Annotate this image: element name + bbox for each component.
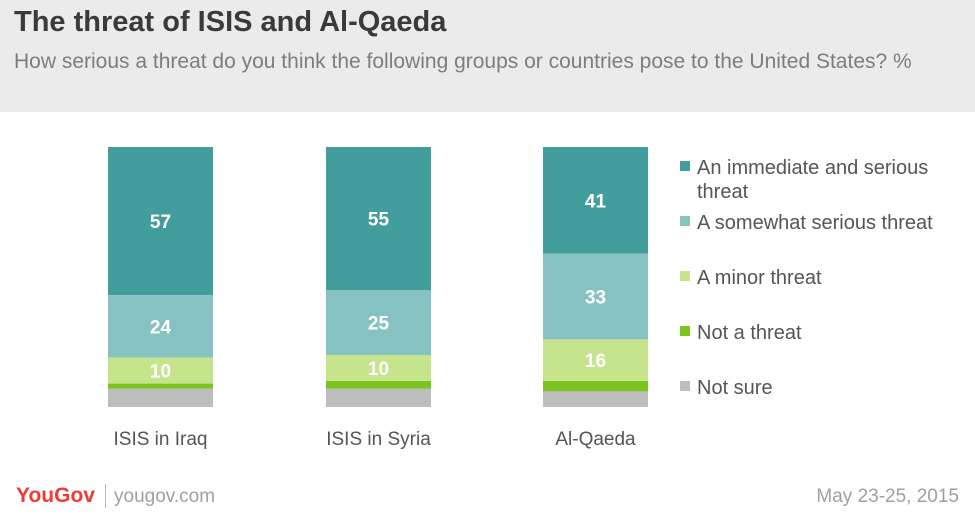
legend-label-a-minor-threat: A minor threat xyxy=(697,267,822,289)
bar-segment-al-qaeda-an-immediate-and-serious-threat xyxy=(543,147,648,254)
bar-segment-isis-in-syria-not-a-threat xyxy=(326,381,431,389)
chart-subtitle: How serious a threat do you think the fo… xyxy=(14,50,912,73)
legend-label-a-somewhat-serious-threat: A somewhat serious threat xyxy=(697,212,933,234)
chart-title: The threat of ISIS and Al-Qaeda xyxy=(14,6,447,38)
bar-segment-isis-in-iraq-a-minor-threat xyxy=(108,357,213,384)
data-label-isis-in-syria-an-immediate-and-serious-threat: 55 xyxy=(368,210,390,231)
bar-segment-al-qaeda-not-sure xyxy=(543,391,648,407)
category-label-al-qaeda: Al-Qaeda xyxy=(555,429,636,450)
chart-header: The threat of ISIS and Al-Qaeda How seri… xyxy=(0,0,975,112)
legend-label-not-a-threat: Not a threat xyxy=(697,322,802,344)
data-label-isis-in-iraq-an-immediate-and-serious-threat: 57 xyxy=(150,212,171,233)
legend-label-an-immediate-and-serious-threat: An immediate and serious threat xyxy=(697,157,928,203)
category-label-isis-in-iraq: ISIS in Iraq xyxy=(114,429,208,450)
bar-segment-isis-in-iraq-not-sure xyxy=(108,388,213,407)
bar-segment-isis-in-syria-a-somewhat-serious-threat xyxy=(326,290,431,355)
bar-segment-isis-in-syria-a-minor-threat xyxy=(326,355,431,381)
legend-swatch-a-minor-threat xyxy=(680,271,690,281)
data-label-al-qaeda-a-minor-threat: 16 xyxy=(585,351,606,372)
data-label-isis-in-syria-a-minor-threat: 10 xyxy=(368,359,389,380)
footer-divider xyxy=(105,484,106,508)
footer-url: yougov.com xyxy=(114,486,216,507)
data-label-isis-in-iraq-a-somewhat-serious-threat: 24 xyxy=(150,317,172,338)
legend-swatch-a-somewhat-serious-threat xyxy=(680,216,690,226)
bar-segment-isis-in-iraq-an-immediate-and-serious-threat xyxy=(108,147,213,296)
yougov-logo: YouGov xyxy=(16,484,95,507)
survey-date: May 23-25, 2015 xyxy=(816,486,959,507)
data-label-isis-in-iraq-a-minor-threat: 10 xyxy=(150,362,171,383)
category-label-isis-in-syria: ISIS in Syria xyxy=(326,429,431,450)
stacked-bar-chart: 57 24 10 ISIS in Iraq 55 25 10 ISIS in Syria 41 3… xyxy=(108,147,933,450)
bar-segment-al-qaeda-not-a-threat xyxy=(543,381,648,392)
bar-segment-isis-in-syria-not-sure xyxy=(326,388,431,407)
data-label-al-qaeda-a-somewhat-serious-threat: 33 xyxy=(585,288,606,309)
bar-segment-isis-in-iraq-a-somewhat-serious-threat xyxy=(108,295,213,358)
bar-segment-al-qaeda-a-somewhat-serious-threat xyxy=(543,253,648,340)
legend-label-not-sure: Not sure xyxy=(697,377,773,399)
legend-swatch-not-sure xyxy=(680,381,690,391)
data-label-al-qaeda-an-immediate-and-serious-threat: 41 xyxy=(585,191,607,212)
legend-swatch-not-a-threat xyxy=(680,326,690,336)
bar-segment-isis-in-syria-an-immediate-and-serious-threat xyxy=(326,147,431,290)
data-label-isis-in-syria-a-somewhat-serious-threat: 25 xyxy=(368,314,390,335)
bar-segment-al-qaeda-a-minor-threat xyxy=(543,339,648,381)
legend-swatch-an-immediate-and-serious-threat xyxy=(680,161,690,171)
bar-segment-isis-in-iraq-not-a-threat xyxy=(108,383,213,389)
